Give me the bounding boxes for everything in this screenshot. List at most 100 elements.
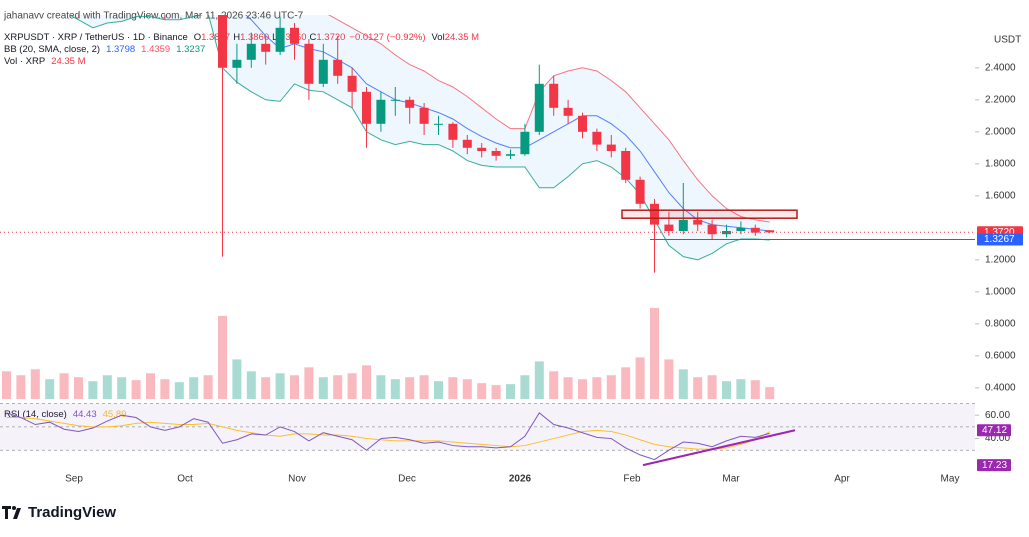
rsi-badge — [977, 459, 1011, 472]
y-tick-label: 1.0000 — [985, 286, 1016, 297]
candle-body — [650, 203, 659, 225]
volume-bar — [678, 369, 688, 399]
volume-bar — [246, 371, 256, 399]
y-tick-label: 0.8000 — [985, 318, 1016, 329]
volume-bar — [160, 379, 170, 399]
bb-fill — [69, 15, 770, 260]
volume-bar — [2, 371, 11, 399]
volume-bar — [290, 375, 299, 399]
y-tick-label: 2.0000 — [985, 126, 1016, 137]
candle-body — [578, 115, 587, 132]
rsi-line — [6, 412, 770, 461]
candle-body — [520, 131, 530, 155]
x-tick-label: Apr — [834, 474, 850, 485]
volume-bar — [419, 375, 429, 399]
legend-item: 1.3798 — [106, 44, 135, 55]
price-badge-label: 1.3267 — [984, 234, 1015, 245]
candle-body — [434, 123, 443, 125]
rsi-trendline — [642, 429, 796, 467]
candle-body — [506, 154, 515, 156]
rsi-badge-label: 17.23 — [982, 460, 1007, 471]
volume-bar — [621, 367, 631, 399]
candle-body — [549, 83, 559, 108]
x-tick-label: Dec — [398, 474, 416, 485]
candle-body — [707, 224, 717, 235]
volume-bar — [448, 377, 458, 399]
legend-item: XRPUSDT · XRP / TetherUS · 1D · Binance — [4, 32, 188, 43]
legend-rsi: RSI (14, close) 44.43 45.89 — [4, 409, 126, 420]
legend-item: O — [194, 32, 201, 43]
volume-bar — [664, 359, 674, 399]
volume-bar — [750, 380, 760, 399]
x-tick-label: Oct — [177, 474, 193, 485]
candle-body — [290, 27, 299, 44]
legend-item: Vol — [431, 32, 444, 43]
candle-body — [218, 15, 227, 68]
x-tick-label: 2026 — [509, 474, 532, 485]
rsi-badge — [977, 424, 1011, 437]
volume-bar — [491, 385, 501, 399]
candle-body — [405, 99, 415, 108]
volume-bar — [606, 375, 616, 399]
volume-bar — [232, 359, 242, 399]
volume-bar — [722, 381, 731, 399]
price-pane — [0, 15, 975, 399]
legend-item: Vol · XRP — [4, 56, 45, 67]
candle-body — [750, 227, 760, 233]
legend-item: H — [233, 32, 240, 43]
axes: 2.4000 2.2000 2.0000 1.8000 1.6000 1.2000 1.00… — [65, 62, 1023, 485]
volume-bar — [146, 373, 155, 399]
candle-body — [664, 224, 674, 231]
candle-body — [693, 219, 703, 225]
x-tick-label: May — [941, 474, 960, 485]
volume-bar — [765, 387, 775, 399]
rsi-tick-label: 40.00 — [985, 433, 1010, 444]
volume-bar — [506, 384, 515, 399]
candle-body — [362, 91, 371, 124]
volume-bar — [275, 373, 285, 399]
candle-body — [534, 83, 544, 132]
candle-body — [376, 99, 386, 124]
volume-bar — [218, 315, 227, 399]
candle-body — [304, 43, 314, 84]
logo-text: TradingView — [28, 504, 116, 521]
volume-bar — [131, 380, 141, 399]
volume-bar — [650, 307, 659, 399]
volume-bar — [362, 365, 371, 399]
y-tick-label: 0.6000 — [985, 350, 1016, 361]
candle-body — [462, 139, 472, 148]
y-tick-label: 0.4000 — [985, 382, 1016, 393]
candle-body — [246, 43, 256, 60]
volume-bar — [304, 367, 314, 399]
legend-bb: BB (20, SMA, close, 2) 1.3798 1.4359 1.3237 — [4, 44, 205, 55]
price-badge — [977, 233, 1023, 246]
volume-bar — [578, 379, 587, 399]
candle-body — [333, 59, 343, 76]
rsi-badge-label: 47.12 — [982, 425, 1007, 436]
volume-bar — [376, 375, 386, 399]
volume-bar — [59, 373, 69, 399]
volume-bar — [520, 375, 530, 399]
legend-item: 45.89 — [103, 409, 127, 420]
candle-body — [563, 107, 573, 116]
legend-vol: Vol · XRP 24.35 M — [4, 56, 86, 67]
volume-bar — [174, 382, 184, 399]
candle-body — [606, 144, 616, 151]
volume-bar — [203, 375, 213, 399]
volume-bar — [462, 379, 472, 399]
legend-item: 1.3847 — [201, 32, 230, 43]
candle-body — [736, 227, 746, 231]
logo-icon — [2, 506, 21, 519]
candle-body — [477, 147, 487, 151]
x-tick-label: Mar — [722, 474, 740, 485]
legend-item: 1.3860 — [240, 32, 269, 43]
y-tick-label: 1.6000 — [985, 190, 1016, 201]
candle-body — [261, 43, 271, 52]
volume-bar — [693, 377, 703, 399]
candle-body — [390, 99, 400, 101]
candle-body — [592, 131, 602, 145]
volume-bar — [318, 377, 328, 399]
rsi-ma-line — [6, 417, 770, 450]
creator: jahanavv created with TradingView.com, M… — [3, 11, 304, 22]
candle-body — [621, 151, 631, 180]
